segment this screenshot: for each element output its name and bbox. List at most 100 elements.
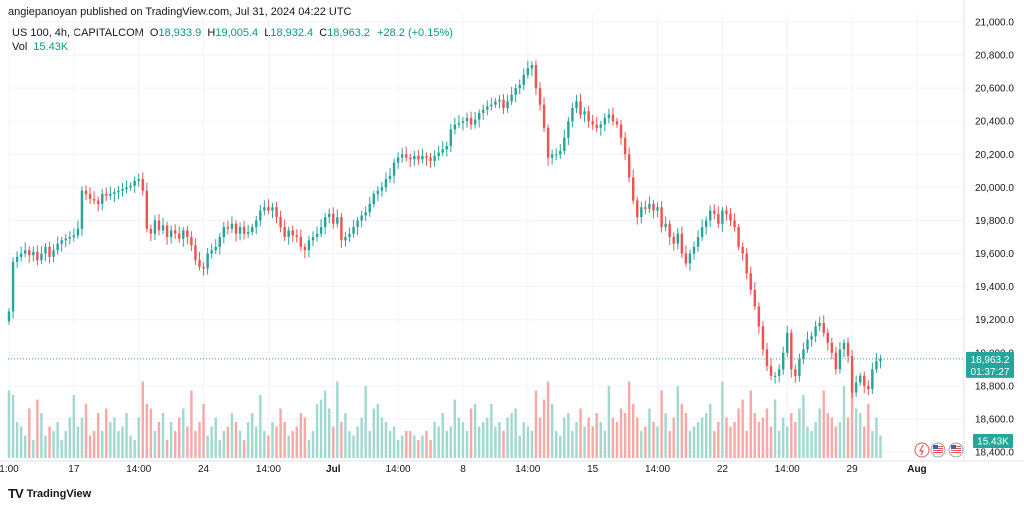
candle-up bbox=[494, 101, 497, 105]
candle-down bbox=[36, 251, 39, 261]
candle-down bbox=[587, 111, 590, 122]
us-flag-icon[interactable] bbox=[930, 442, 946, 458]
candle-down bbox=[644, 207, 647, 209]
volume-bar bbox=[704, 413, 708, 458]
candle-down bbox=[190, 237, 193, 246]
candle-down bbox=[753, 289, 757, 307]
candle-up bbox=[259, 210, 262, 221]
candle-up bbox=[599, 124, 603, 128]
volume-bar bbox=[680, 404, 684, 458]
volume-bar bbox=[656, 426, 659, 458]
volume-bar bbox=[692, 426, 696, 458]
candle-down bbox=[737, 227, 740, 247]
candle-up bbox=[250, 227, 254, 233]
volume-bar bbox=[214, 417, 217, 458]
volume-bar bbox=[173, 431, 177, 458]
volume-bar bbox=[121, 426, 124, 458]
candle-down bbox=[145, 190, 149, 229]
candle-up bbox=[60, 240, 63, 244]
candle-up bbox=[307, 240, 311, 251]
volume-bar bbox=[445, 431, 448, 458]
candle-up bbox=[490, 104, 493, 107]
volume-bar bbox=[490, 404, 493, 458]
candle-up bbox=[52, 250, 55, 257]
volume-bar bbox=[810, 431, 813, 458]
legend-symbol[interactable]: US 100, 4h, CAPITALCOM bbox=[12, 27, 144, 39]
volume-legend-label[interactable]: Vol bbox=[12, 41, 28, 53]
candle-down bbox=[627, 154, 631, 178]
volume-bar bbox=[627, 381, 631, 458]
volume-bars bbox=[7, 372, 882, 458]
volume-bar bbox=[457, 417, 461, 458]
tradingview-footer[interactable]: TV TradingView bbox=[8, 486, 91, 501]
candle-up bbox=[433, 155, 436, 161]
candle-down bbox=[417, 155, 420, 160]
candle-down bbox=[713, 210, 716, 214]
volume-bar bbox=[352, 435, 355, 458]
candle-up bbox=[648, 203, 651, 209]
price-tick-label: 20,000.0 bbox=[975, 183, 1014, 194]
candle-down bbox=[595, 124, 598, 128]
candle-down bbox=[165, 225, 169, 237]
candle-up bbox=[518, 84, 521, 89]
candle-up bbox=[879, 358, 882, 362]
volume-bar bbox=[453, 399, 457, 458]
volume-bar bbox=[165, 440, 169, 458]
candle-up bbox=[40, 253, 43, 261]
candle-up bbox=[400, 154, 404, 158]
volume-bar bbox=[125, 413, 128, 458]
candle-down bbox=[846, 342, 850, 357]
volume-bar bbox=[323, 390, 327, 458]
candle-down bbox=[28, 250, 31, 256]
volume-bar bbox=[157, 422, 161, 458]
volume-bar bbox=[202, 404, 205, 458]
candle-up bbox=[437, 152, 440, 156]
volume-bar bbox=[283, 422, 286, 458]
volume-bar bbox=[749, 390, 752, 458]
volume-bar bbox=[129, 435, 132, 458]
volume-bar bbox=[299, 413, 303, 458]
volume-bar bbox=[477, 426, 481, 458]
volume-bar bbox=[52, 431, 55, 458]
candle-down bbox=[502, 99, 505, 108]
us-flag-icon[interactable] bbox=[948, 442, 964, 458]
candle-down bbox=[668, 223, 671, 237]
candle-up bbox=[810, 336, 813, 340]
candle-up bbox=[453, 124, 457, 130]
volume-bar bbox=[879, 435, 882, 458]
volume-bar bbox=[80, 417, 84, 458]
candle-down bbox=[826, 332, 829, 343]
candle-up bbox=[125, 187, 128, 190]
volume-bar bbox=[631, 404, 635, 458]
time-axis: 1:00 17 14:00 24 14:00 Jul 14:00 8 14:00 15 14:00 2… bbox=[0, 460, 1024, 475]
volume-bar bbox=[786, 426, 789, 458]
volume-bar bbox=[295, 426, 299, 458]
volume-bar bbox=[595, 413, 598, 458]
price-tag bbox=[966, 351, 1014, 378]
candle-up bbox=[153, 220, 157, 234]
candle-up bbox=[44, 246, 47, 254]
candle-up bbox=[271, 207, 274, 211]
candle-down bbox=[623, 137, 627, 155]
volume-bar bbox=[615, 422, 619, 458]
candle-up bbox=[838, 349, 842, 370]
volume-bar bbox=[769, 426, 773, 458]
candle-up bbox=[327, 213, 331, 218]
candle-up bbox=[364, 212, 367, 216]
volume-bar bbox=[721, 381, 724, 458]
candle-down bbox=[194, 245, 197, 261]
volume-bar bbox=[546, 381, 550, 458]
volume-bar bbox=[218, 440, 221, 458]
candle-up bbox=[19, 253, 23, 257]
volume-bar bbox=[84, 404, 88, 458]
flash-icon[interactable] bbox=[914, 442, 930, 458]
volume-bar bbox=[640, 431, 643, 458]
event-icons bbox=[914, 442, 964, 458]
volume-bar bbox=[644, 426, 647, 458]
volume-bar bbox=[376, 404, 380, 458]
candle-up bbox=[230, 223, 234, 229]
volume-bar bbox=[826, 413, 829, 458]
volume-bar bbox=[68, 417, 72, 458]
candle-down bbox=[761, 326, 765, 350]
